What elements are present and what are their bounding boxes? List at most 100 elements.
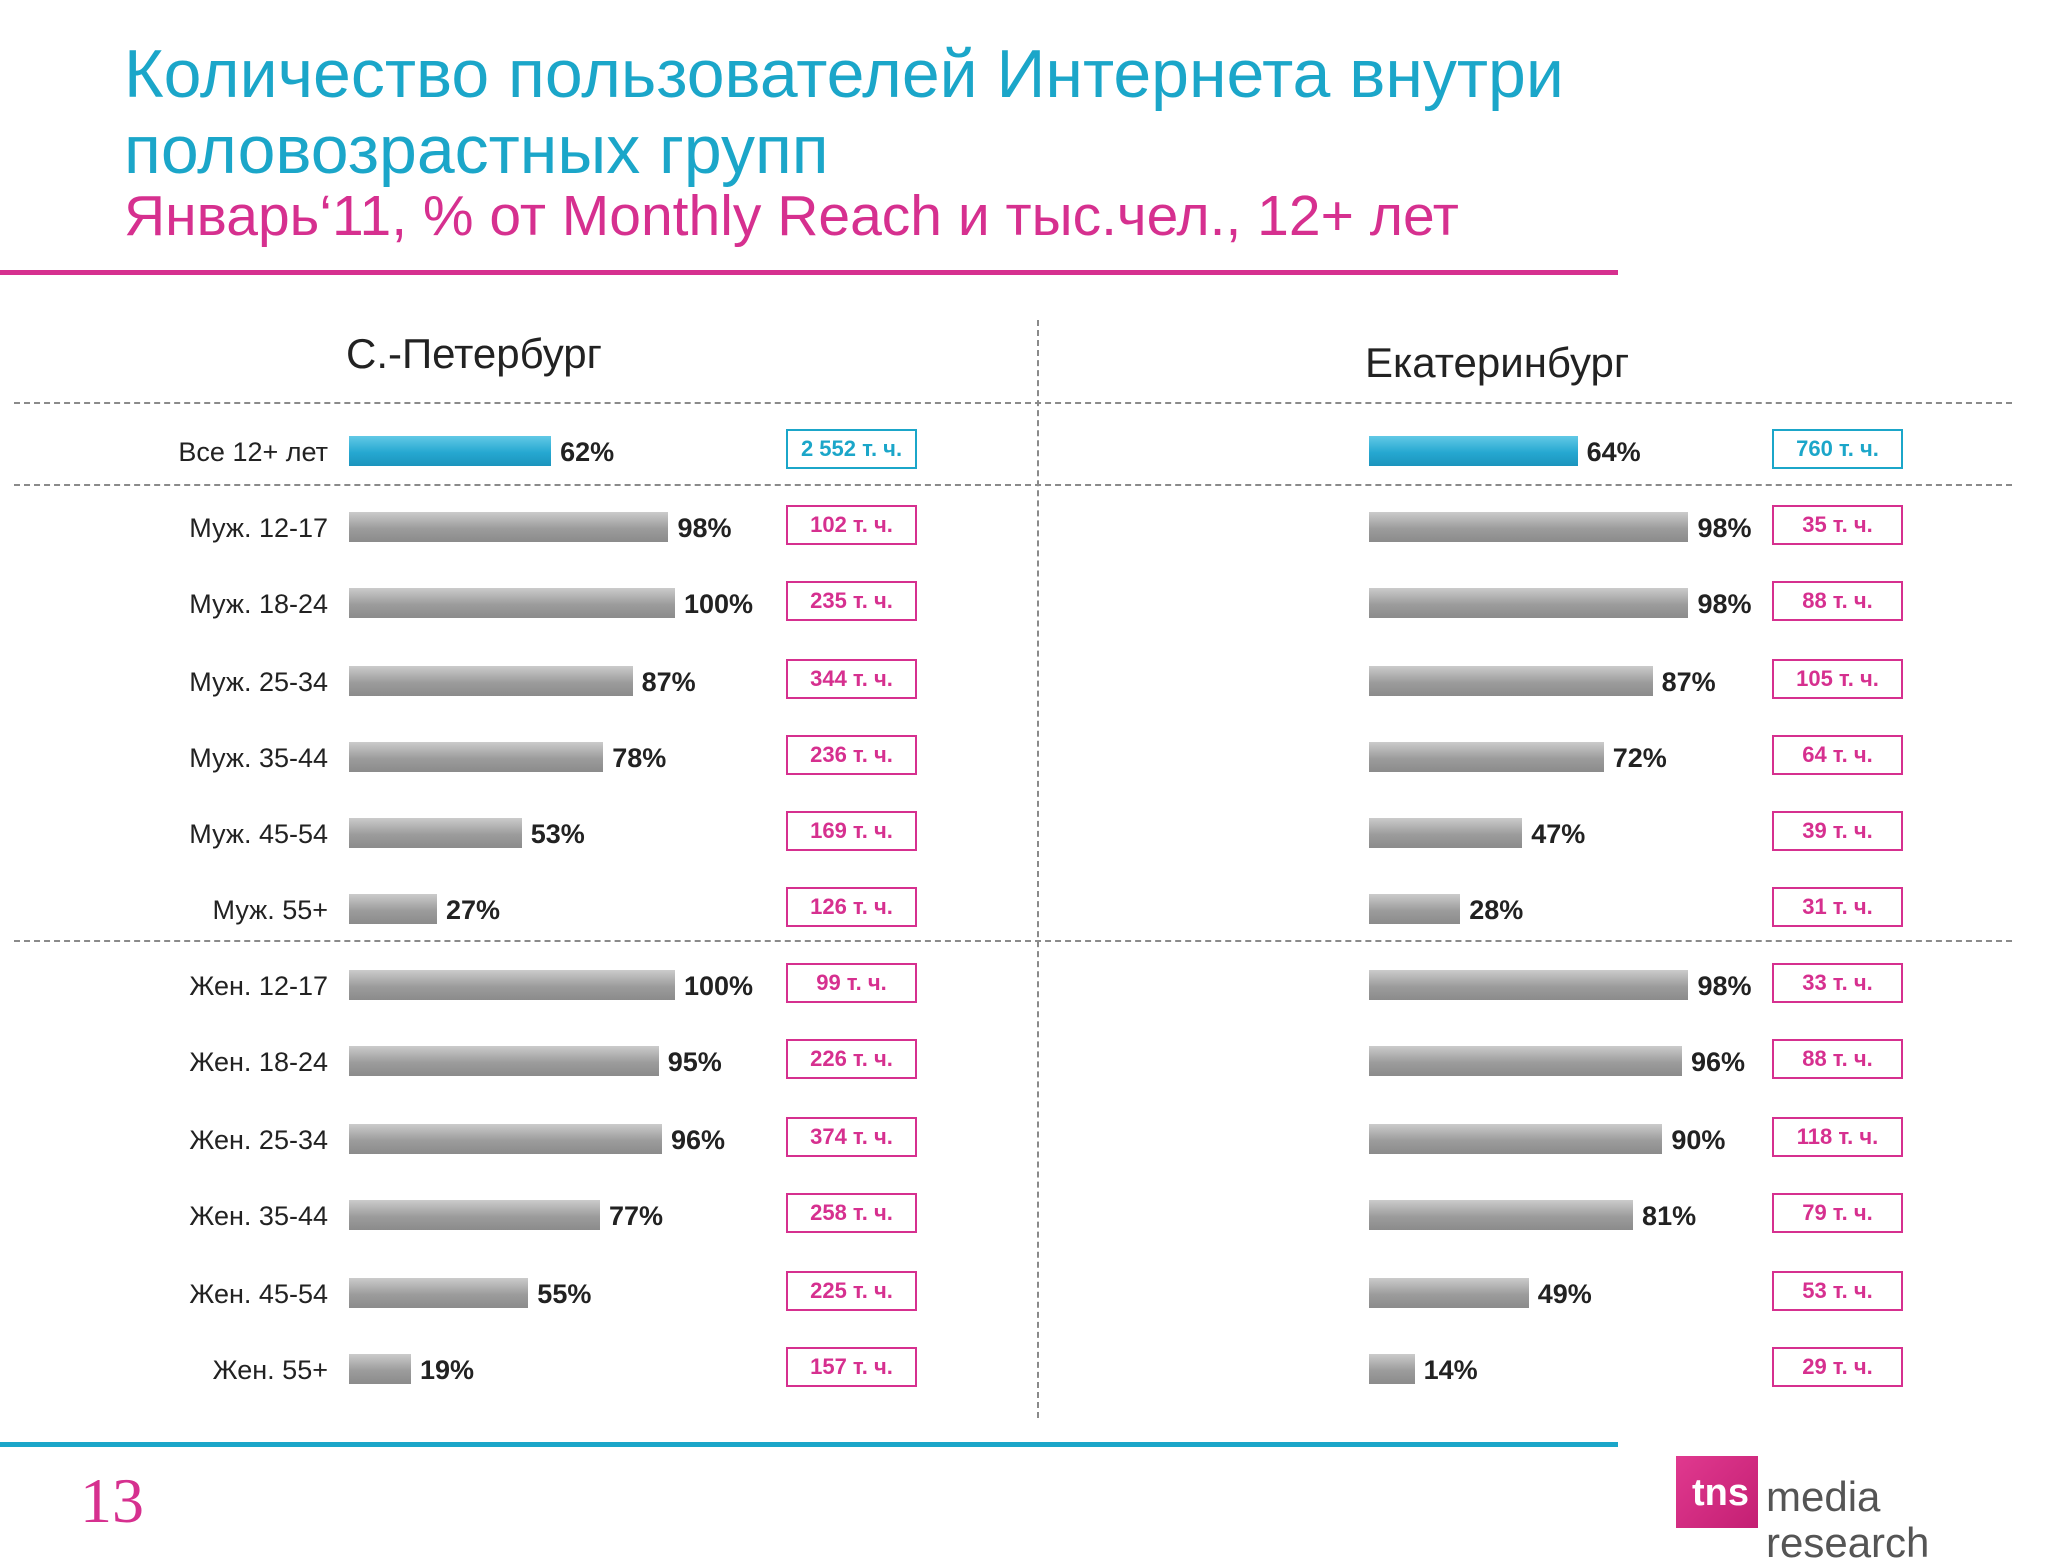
bar-value-label: 28%	[1469, 895, 1524, 925]
bottom-rule	[0, 1442, 1618, 1447]
bar-spb-9	[349, 1124, 662, 1154]
bar-ekb-7	[1369, 970, 1689, 1000]
logo-text: media research	[1766, 1473, 1930, 1566]
count-badge: 344 т. ч.	[786, 659, 917, 699]
bar-value-label: 14%	[1423, 1355, 1478, 1385]
count-badge: 226 т. ч.	[786, 1039, 917, 1079]
bar-ekb-9	[1369, 1124, 1663, 1154]
divider-total	[14, 484, 2012, 486]
bar-value-label: 96%	[670, 1125, 725, 1155]
bar-spb-1	[349, 512, 669, 542]
bar-ekb-12	[1369, 1354, 1415, 1384]
category-label: Жен. 18-24	[189, 1047, 328, 1077]
count-badge: 225 т. ч.	[786, 1271, 917, 1311]
page-number: 13	[80, 1465, 144, 1536]
count-badge: 118 т. ч.	[1772, 1117, 1903, 1157]
category-label: Муж. 35-44	[189, 743, 328, 773]
divider-gender	[14, 940, 2012, 942]
bar-ekb-5	[1369, 818, 1523, 848]
bar-value-label: 77%	[609, 1201, 664, 1231]
bar-spb-6	[349, 894, 438, 924]
bar-value-label: 100%	[684, 971, 754, 1001]
divider-header	[14, 402, 2012, 404]
bar-ekb-4	[1369, 742, 1604, 772]
tns-logo: tns media research	[1676, 1446, 2036, 1566]
category-label: Жен. 35-44	[189, 1201, 328, 1231]
bar-value-label: 49%	[1537, 1279, 1592, 1309]
category-label: Муж. 25-34	[189, 667, 328, 697]
count-badge: 79 т. ч.	[1772, 1193, 1903, 1233]
category-label: Жен. 12-17	[189, 971, 328, 1001]
count-badge: 29 т. ч.	[1772, 1347, 1903, 1387]
count-badge: 374 т. ч.	[786, 1117, 917, 1157]
count-badge: 64 т. ч.	[1772, 735, 1903, 775]
count-badge: 258 т. ч.	[786, 1193, 917, 1233]
bar-spb-7	[349, 970, 675, 1000]
divider-cities	[1037, 320, 1039, 1418]
count-badge: 157 т. ч.	[786, 1347, 917, 1387]
bar-ekb-8	[1369, 1046, 1682, 1076]
category-label: Все 12+ лет	[178, 437, 328, 467]
category-label: Муж. 45-54	[189, 819, 328, 849]
bar-value-label: 98%	[677, 513, 732, 543]
bar-spb-10	[349, 1200, 601, 1230]
page-subtitle: Январь‘11, % от Monthly Reach и тыс.чел.…	[124, 184, 1459, 248]
count-badge: 236 т. ч.	[786, 735, 917, 775]
count-badge: 169 т. ч.	[786, 811, 917, 851]
count-badge: 53 т. ч.	[1772, 1271, 1903, 1311]
page-title: Количество пользователей Интернета внутр…	[124, 36, 1564, 188]
bar-value-label: 27%	[446, 895, 501, 925]
bar-ekb-0	[1369, 436, 1578, 466]
bar-value-label: 72%	[1612, 743, 1667, 773]
bar-spb-8	[349, 1046, 659, 1076]
bar-spb-4	[349, 742, 604, 772]
bar-value-label: 100%	[684, 589, 754, 619]
logo-mark	[1676, 1456, 1758, 1528]
bar-value-label: 81%	[1642, 1201, 1697, 1231]
bar-ekb-10	[1369, 1200, 1634, 1230]
city-title-spb: С.-Петербург	[346, 330, 602, 377]
top-rule	[0, 270, 1618, 275]
bar-value-label: 19%	[419, 1355, 474, 1385]
bar-ekb-6	[1369, 894, 1461, 924]
count-badge: 760 т. ч.	[1772, 429, 1903, 469]
bar-value-label: 55%	[537, 1279, 592, 1309]
logo-brand: tns	[1692, 1472, 1749, 1514]
category-label: Жен. 25-34	[189, 1125, 328, 1155]
category-label: Жен. 55+	[212, 1355, 328, 1385]
bar-value-label: 90%	[1671, 1125, 1726, 1155]
count-badge: 35 т. ч.	[1772, 505, 1903, 545]
bar-value-label: 47%	[1531, 819, 1586, 849]
category-label: Жен. 45-54	[189, 1279, 328, 1309]
bar-spb-11	[349, 1278, 529, 1308]
count-badge: 235 т. ч.	[786, 581, 917, 621]
category-label: Муж. 12-17	[189, 513, 328, 543]
bar-spb-2	[349, 588, 675, 618]
bar-spb-5	[349, 818, 522, 848]
bar-spb-12	[349, 1354, 411, 1384]
bar-ekb-11	[1369, 1278, 1529, 1308]
count-badge: 2 552 т. ч.	[786, 429, 917, 469]
count-badge: 88 т. ч.	[1772, 1039, 1903, 1079]
bar-value-label: 64%	[1586, 437, 1641, 467]
category-label: Муж. 18-24	[189, 589, 328, 619]
bar-value-label: 62%	[560, 437, 615, 467]
bar-value-label: 98%	[1697, 513, 1752, 543]
bar-ekb-3	[1369, 666, 1653, 696]
bar-value-label: 95%	[667, 1047, 722, 1077]
category-label: Муж. 55+	[212, 895, 328, 925]
bar-value-label: 78%	[612, 743, 667, 773]
bar-value-label: 53%	[530, 819, 585, 849]
bar-ekb-1	[1369, 512, 1689, 542]
count-badge: 33 т. ч.	[1772, 963, 1903, 1003]
bar-ekb-2	[1369, 588, 1689, 618]
count-badge: 99 т. ч.	[786, 963, 917, 1003]
bar-value-label: 98%	[1697, 589, 1752, 619]
city-title-ekb: Екатеринбург	[1365, 339, 1630, 386]
count-badge: 102 т. ч.	[786, 505, 917, 545]
bar-spb-3	[349, 666, 633, 696]
bar-spb-0	[349, 436, 552, 466]
count-badge: 31 т. ч.	[1772, 887, 1903, 927]
count-badge: 105 т. ч.	[1772, 659, 1903, 699]
count-badge: 126 т. ч.	[786, 887, 917, 927]
